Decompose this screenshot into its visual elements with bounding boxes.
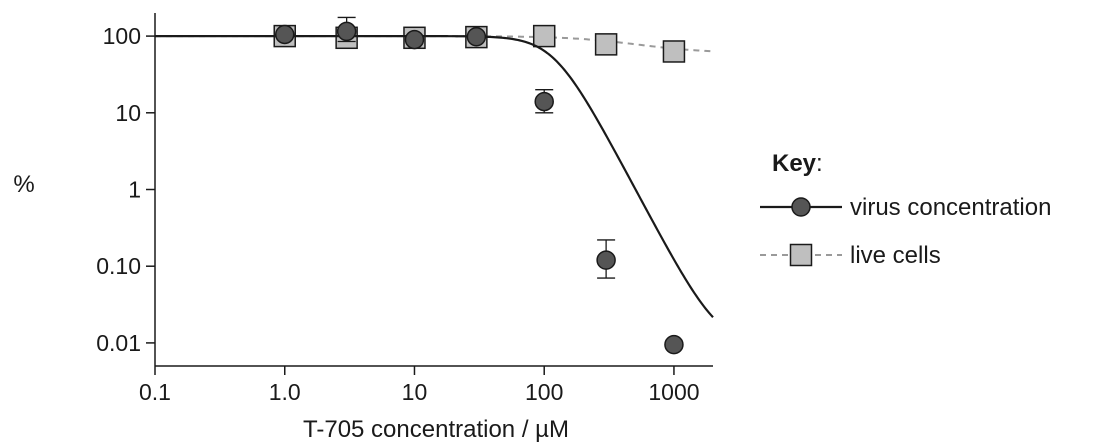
y-tick-label: 10 <box>115 100 141 126</box>
y-tick-label: 1 <box>128 177 141 203</box>
legend-title: Key: <box>772 150 823 177</box>
live-cells-data-point <box>594 33 618 56</box>
y-axis-label: % <box>13 171 34 198</box>
x-tick-label: 10 <box>402 379 428 405</box>
virus-data-point <box>534 91 554 112</box>
virus-curve-line <box>155 34 714 318</box>
y-ticks: 0.01 0.10 1 10 100 <box>96 23 155 356</box>
x-tick-label: 100 <box>525 379 563 405</box>
live-cells-data-point <box>662 40 686 63</box>
x-tick-label: 0.1 <box>139 379 171 405</box>
virus-data-point <box>664 334 684 355</box>
legend-circle-marker <box>791 197 811 217</box>
plot-area <box>155 16 714 355</box>
x-tick-label: 1.0 <box>269 379 301 405</box>
live-cells-data-point <box>532 24 556 48</box>
legend-entries: virus concentration live cells <box>760 194 1051 269</box>
legend-square-marker <box>789 243 813 267</box>
legend: Key: virus concentration live cells <box>760 150 1051 269</box>
x-ticks: 0.1 1.0 10 100 1000 <box>139 366 700 405</box>
live-cells-curve-line <box>155 35 714 53</box>
virus-data-point <box>596 250 616 270</box>
y-tick-label: 100 <box>103 23 141 49</box>
series-live-cells <box>155 24 714 63</box>
x-axis-label: T-705 concentration / µM <box>303 416 569 443</box>
axes: 0.01 0.10 1 10 100 0.1 1.0 10 100 1000 <box>96 13 713 405</box>
virus-data-point <box>336 21 357 42</box>
legend-entry: virus concentration <box>760 194 1051 221</box>
series-virus-concentration <box>155 16 714 355</box>
virus-data-point <box>466 27 487 47</box>
legend-title-bold: Key <box>772 150 817 177</box>
legend-title-suffix: : <box>816 150 823 177</box>
virus-data-point <box>404 29 425 50</box>
y-tick-label: 0.01 <box>96 330 141 356</box>
legend-label: virus concentration <box>850 194 1051 221</box>
virus-data-point <box>274 24 295 45</box>
legend-entry: live cells <box>760 242 941 269</box>
x-tick-label: 1000 <box>648 379 699 405</box>
legend-label: live cells <box>850 242 941 269</box>
y-tick-label: 0.10 <box>96 253 141 279</box>
